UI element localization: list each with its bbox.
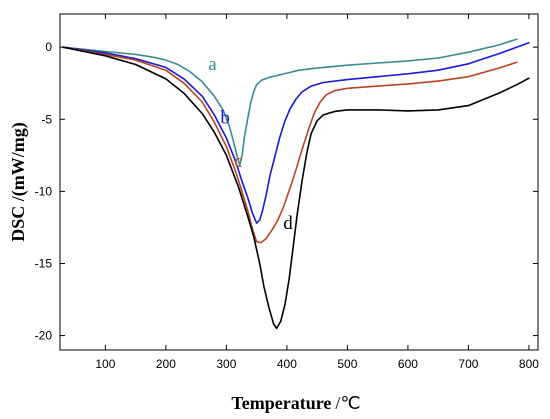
x-tick-label: 500 (337, 357, 357, 371)
series-labels: a b c d (208, 54, 293, 234)
x-tick-label: 800 (519, 357, 539, 371)
y-axis-title: DSC /(mW/mg) (8, 122, 29, 242)
series-line-a (62, 38, 518, 167)
x-tick-label: 700 (458, 357, 478, 371)
y-tick-label: -5 (41, 112, 52, 126)
series-line-c (62, 46, 518, 244)
y-tick-label: -20 (35, 329, 53, 343)
x-tick-label: 200 (156, 357, 176, 371)
series-label-c: c (234, 151, 242, 172)
x-axis-title: Temperature/℃ (231, 393, 360, 413)
x-axis-title-text: Temperature (231, 393, 331, 413)
x-tick-label: 100 (95, 357, 115, 371)
x-axis-ticks: 100 200 300 400 500 600 700 800 (95, 14, 539, 371)
x-tick-label: 600 (398, 357, 418, 371)
y-tick-label: -10 (35, 184, 53, 198)
series-label-a: a (208, 54, 217, 75)
x-axis-unit-text: /℃ (335, 393, 360, 413)
series-lines (62, 38, 530, 330)
x-tick-label: 300 (216, 357, 236, 371)
series-label-b: b (220, 108, 230, 129)
y-tick-label: -15 (35, 256, 53, 270)
y-tick-label: 0 (45, 40, 52, 54)
y-axis-ticks: 0 -5 -10 -15 -20 (35, 40, 538, 343)
x-tick-label: 400 (277, 357, 297, 371)
series-label-d: d (283, 213, 293, 234)
series-line-d (62, 46, 530, 330)
series-line-b (62, 41, 530, 224)
plot-frame (59, 13, 539, 351)
